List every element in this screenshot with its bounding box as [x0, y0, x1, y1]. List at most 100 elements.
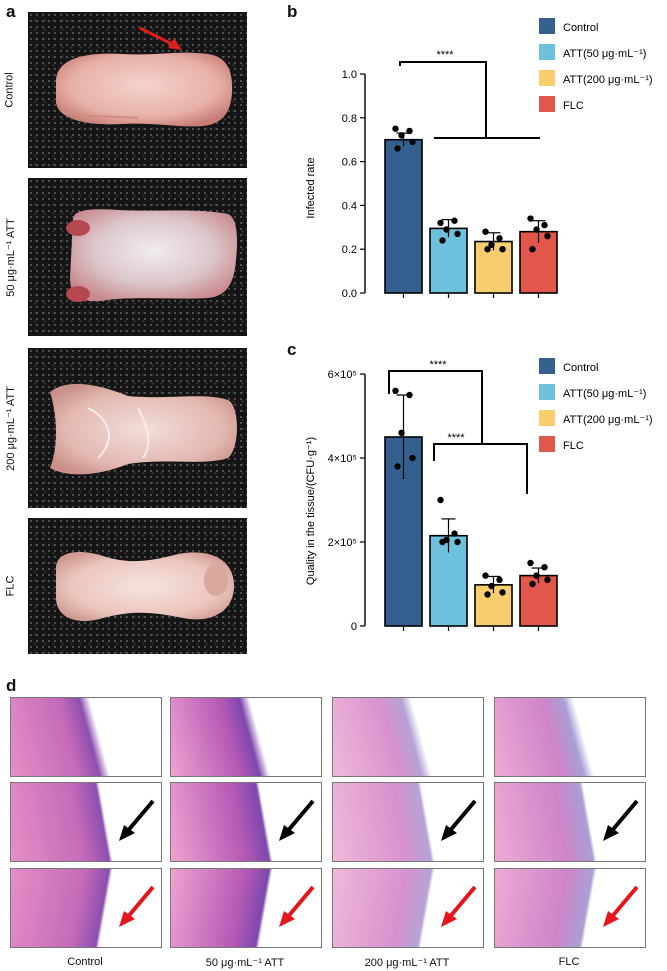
c-legend-swatch-3 — [539, 436, 555, 452]
arrow-head — [168, 38, 182, 50]
b-legend-label-1: ATT(50 μg·mL⁻¹) — [563, 48, 646, 60]
b-point — [437, 219, 444, 227]
b-point — [451, 217, 458, 224]
b-y-tick-label: 0.8 — [342, 113, 357, 125]
histology-image — [10, 697, 162, 777]
chart-c: Quality in the tissue/(CFU·g⁻¹) 0 2×10⁵ 4×… — [305, 358, 653, 633]
b-point — [443, 226, 450, 233]
arrow-head — [119, 911, 135, 927]
b-point — [488, 241, 495, 249]
b-point — [392, 125, 399, 132]
tongue-photo-50-att — [28, 178, 247, 336]
b-point — [544, 232, 551, 240]
b-y-tick-label: 0.4 — [342, 200, 357, 212]
c-point — [541, 564, 548, 571]
arrow-head — [279, 825, 295, 841]
chart-b: Infected rate 0.0 0.2 0.4 0.6 0.8 1.0 **** Co… — [305, 18, 653, 300]
chart-b-axes: 0.0 0.2 0.4 0.6 0.8 1.0 — [342, 69, 366, 300]
b-point — [454, 230, 461, 238]
chart-c-significance: **** **** — [388, 359, 528, 494]
red-arrow-icon — [603, 885, 639, 927]
tongue-photo-flc — [28, 518, 247, 654]
sig-bracket-c-inner — [433, 443, 528, 494]
c-point — [533, 572, 540, 579]
sig-stars-c-inner: **** — [447, 432, 465, 444]
panel-letter-b: b — [287, 2, 298, 21]
c-point — [451, 530, 458, 537]
b-point — [529, 246, 536, 253]
c-point — [527, 559, 534, 567]
b-legend-label-3: FLC — [563, 100, 584, 112]
b-bar-0 — [384, 138, 423, 294]
c-point — [392, 387, 399, 394]
arrow-head — [441, 825, 457, 841]
histology-image — [170, 697, 322, 777]
chart-b-significance: **** — [399, 49, 540, 139]
panel-letter-a: a — [6, 2, 16, 21]
c-legend-label-2: ATT(200 μg·mL⁻¹) — [563, 414, 653, 426]
histology-image — [332, 782, 484, 862]
sig-bracket-c-top — [388, 370, 483, 444]
b-point — [398, 132, 405, 139]
c-y-tick-label: 6×10⁵ — [328, 369, 357, 381]
b-legend-label-2: ATT(200 μg·mL⁻¹) — [563, 74, 653, 86]
b-y-tick-label: 0.2 — [342, 244, 357, 256]
c-y-tick-label: 0 — [351, 621, 357, 633]
b-legend-swatch-3 — [539, 96, 555, 112]
c-point — [406, 391, 413, 399]
c-bar-3 — [519, 574, 558, 627]
b-point — [394, 145, 401, 152]
b-legend-swatch-0 — [539, 18, 555, 34]
arrow-shaft — [284, 885, 315, 921]
c-point — [439, 538, 446, 546]
red-arrow-icon — [441, 885, 477, 927]
c-point — [499, 589, 506, 596]
c-point — [409, 454, 416, 462]
histology-image — [332, 697, 484, 777]
b-point — [496, 235, 503, 242]
arrow-shaft — [608, 885, 639, 921]
b-legend-swatch-2 — [539, 70, 555, 86]
arrow-head — [279, 911, 295, 927]
b-legend-label-0: Control — [563, 22, 598, 34]
c-legend-label-0: Control — [563, 362, 598, 374]
histology-image — [494, 697, 646, 777]
c-point — [482, 572, 489, 579]
b-point — [439, 237, 446, 244]
b-point — [541, 221, 548, 229]
arrow-shaft — [124, 799, 155, 835]
b-bar-1 — [429, 227, 468, 294]
histology-image — [10, 782, 162, 862]
arrow-shaft — [124, 885, 155, 921]
panel-letter-d: d — [6, 676, 17, 695]
c-point — [488, 582, 495, 590]
chart-b-bars — [384, 125, 558, 298]
c-point — [544, 576, 551, 583]
arrow-red — [139, 26, 177, 48]
black-arrow-icon — [603, 799, 639, 841]
arrow-shaft — [284, 799, 315, 835]
red-arrow-icon — [119, 885, 155, 927]
col-label-50-att: 50 μg·mL⁻¹ ATT — [205, 957, 285, 969]
sig-bracket-b — [399, 61, 540, 139]
c-point — [398, 429, 405, 436]
arrow-head — [603, 911, 619, 927]
b-y-tick-label: 1.0 — [342, 69, 357, 81]
row-label-flc: FLC — [4, 575, 16, 597]
histology-image — [494, 782, 646, 862]
chart-c-legend: Control ATT(50 μg·mL⁻¹) ATT(200 μg·mL⁻¹) FL… — [539, 358, 653, 452]
histology-image — [10, 868, 162, 948]
arrow-head — [603, 825, 619, 841]
col-label-flc: FLC — [558, 956, 580, 968]
c-legend-swatch-0 — [539, 358, 555, 374]
c-legend-swatch-2 — [539, 410, 555, 426]
chart-b-legend: Control ATT(50 μg·mL⁻¹) ATT(200 μg·mL⁻¹) FL… — [539, 18, 653, 112]
b-point — [482, 228, 489, 235]
arrow-shaft — [446, 799, 477, 835]
b-point — [409, 138, 416, 146]
black-arrow-icon — [119, 799, 155, 841]
histology-image — [332, 868, 484, 948]
col-label-200-att: 200 μg·mL⁻¹ ATT — [364, 957, 450, 969]
b-point — [484, 246, 491, 253]
chart-c-ylabel: Quality in the tissue/(CFU·g⁻¹) — [305, 437, 317, 585]
